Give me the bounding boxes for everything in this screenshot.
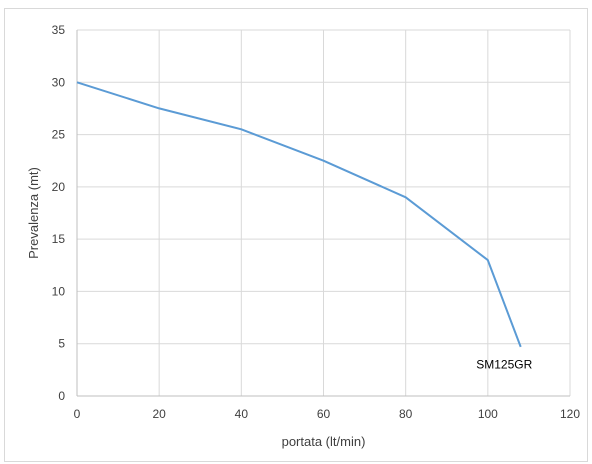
x-tick-label: 20 xyxy=(152,407,166,421)
x-tick-label: 120 xyxy=(560,407,580,421)
annotations: SM125GR xyxy=(476,358,532,372)
y-tick-label: 5 xyxy=(58,337,65,351)
series-annotation: SM125GR xyxy=(476,358,532,372)
y-tick-label: 30 xyxy=(52,75,66,89)
x-tick-label: 0 xyxy=(74,407,81,421)
y-tick-label: 35 xyxy=(52,23,66,37)
x-tick-label: 100 xyxy=(478,407,498,421)
y-axis-label: Prevalenza (mt) xyxy=(26,167,41,259)
y-tick-label: 25 xyxy=(52,128,66,142)
y-tick-label: 20 xyxy=(52,180,66,194)
x-tick-labels: 0 20 40 60 80 100 120 xyxy=(74,407,581,421)
x-axis-label: portata (lt/min) xyxy=(282,434,366,449)
x-tick-label: 60 xyxy=(317,407,331,421)
y-tick-label: 15 xyxy=(52,232,66,246)
axes xyxy=(76,30,570,397)
chart-area xyxy=(4,8,588,462)
x-tick-label: 80 xyxy=(399,407,413,421)
series-line xyxy=(76,81,522,348)
x-tick-label: 40 xyxy=(235,407,249,421)
y-tick-label: 10 xyxy=(52,284,66,298)
y-tick-label: 0 xyxy=(58,389,65,403)
y-tick-labels: 0 5 10 15 20 25 30 35 xyxy=(52,23,66,403)
gridlines xyxy=(77,29,571,396)
series-layer xyxy=(76,81,522,348)
